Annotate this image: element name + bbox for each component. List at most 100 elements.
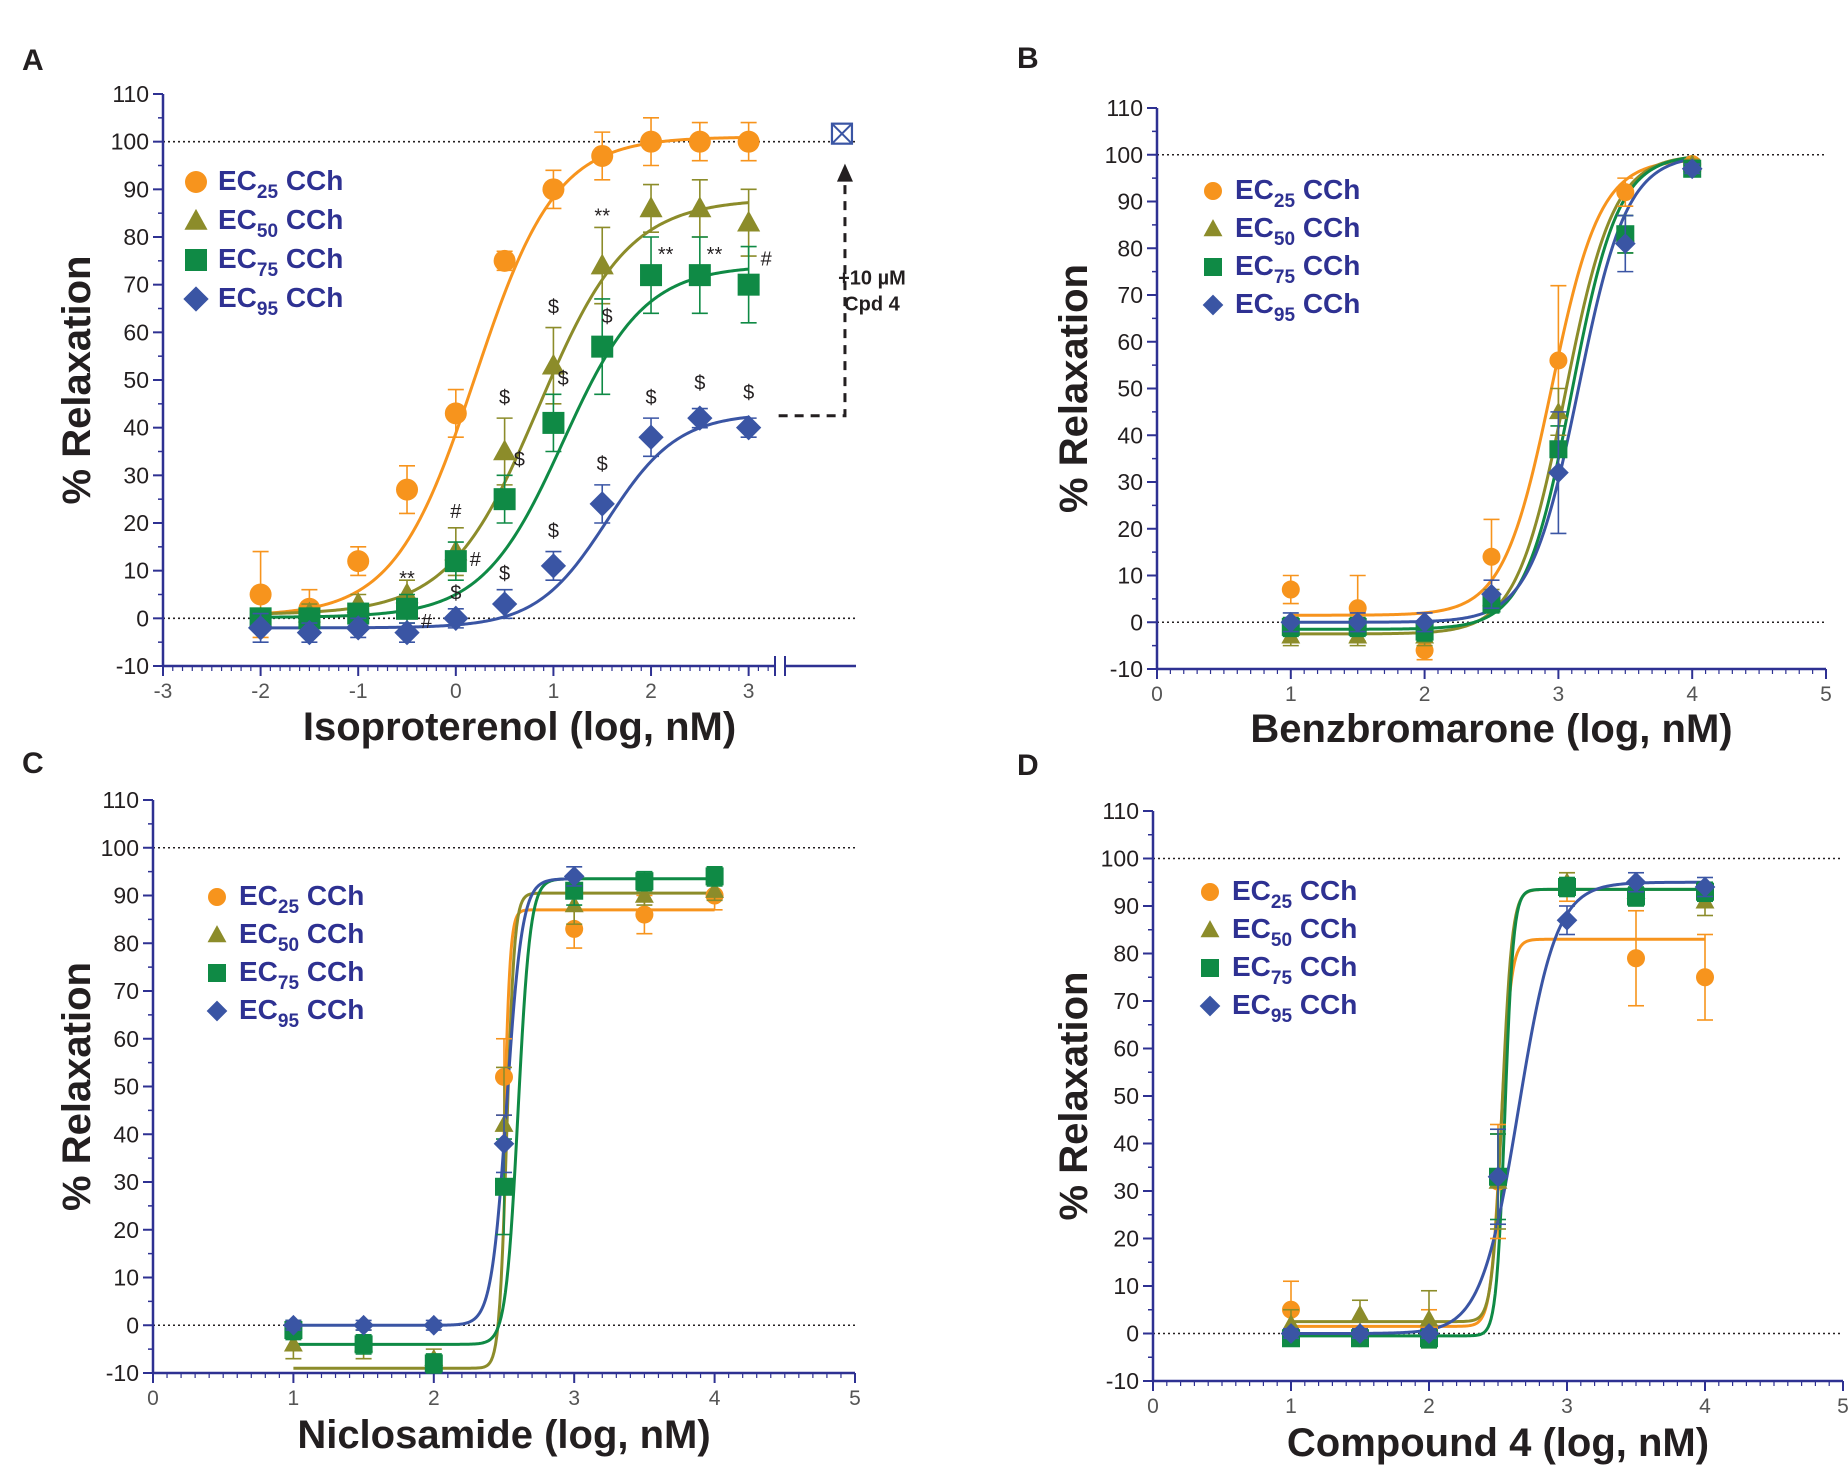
data-point-ec75	[444, 550, 467, 573]
series-ec25	[495, 880, 724, 1116]
data-point-ec95	[1548, 462, 1569, 483]
legend-label-ec95: EC95 CCh	[1235, 288, 1360, 326]
data-point-ec95	[638, 424, 664, 450]
arrow-label-line-2: Cpd 4	[844, 294, 900, 316]
significance-mark: #	[450, 501, 462, 523]
data-point-ec50	[283, 1334, 303, 1352]
y-tick-label: 110	[1106, 95, 1143, 121]
data-point-ec95	[1414, 611, 1435, 633]
legend-marker-ec50	[207, 925, 227, 943]
y-tick-label: 50	[1117, 376, 1143, 402]
legend-label-ec75: EC75 CCh	[218, 243, 343, 281]
data-point-ec50	[1281, 1314, 1301, 1332]
x-tick-label: -2	[251, 680, 270, 703]
data-point-ec95	[1681, 158, 1703, 180]
legend-marker-ec50	[184, 208, 208, 230]
data-point-ec25	[688, 130, 711, 153]
significance-mark: #	[761, 249, 773, 271]
panel-letter: A	[22, 44, 44, 77]
significance-mark: $	[499, 387, 510, 409]
y-tick-label: 80	[1117, 235, 1143, 261]
fit-curve-ec75	[260, 267, 749, 619]
data-point-ec95	[687, 405, 713, 431]
y-tick-label: 80	[1113, 941, 1139, 967]
series-ec95	[1280, 158, 1703, 633]
data-point-ec25	[1627, 949, 1645, 968]
data-point-ec95	[1614, 233, 1636, 254]
legend-marker-ec95	[206, 1000, 228, 1022]
y-tick-label: 70	[1117, 282, 1143, 308]
data-point-ec25	[1549, 351, 1568, 370]
significance-mark: $	[514, 449, 525, 471]
data-point-ec95	[353, 1314, 374, 1336]
y-tick-label: 0	[136, 605, 149, 631]
data-point-ec95	[443, 605, 469, 631]
x-tick-label: 4	[1686, 683, 1698, 706]
x-axis-title: Benzbromarone (log, nM)	[1250, 707, 1732, 751]
data-point-ec25	[737, 130, 760, 153]
data-point-ec95	[1694, 876, 1716, 898]
x-tick-label: 2	[645, 680, 657, 703]
data-point-ec95	[1625, 871, 1647, 893]
data-point-ec25	[591, 144, 614, 167]
y-tick-label: 50	[113, 1074, 139, 1100]
data-point-ec25	[1281, 580, 1300, 599]
legend-label-ec50: EC50 CCh	[218, 204, 343, 242]
x-tick-label: 2	[428, 1387, 440, 1410]
y-tick-label: 10	[123, 558, 149, 584]
data-point-ec75	[424, 1354, 443, 1373]
y-tick-label: -10	[106, 1360, 139, 1386]
legend-label-ec95: EC95 CCh	[218, 282, 343, 320]
legend-label-ec50: EC50 CCh	[1232, 913, 1357, 951]
data-point-ec75	[495, 1177, 513, 1196]
x-tick-label: 4	[709, 1387, 721, 1410]
data-point-ec50	[541, 353, 565, 375]
significance-mark: $	[548, 520, 559, 542]
y-tick-label: 90	[1117, 189, 1143, 215]
significance-mark: $	[499, 563, 510, 585]
arrow-line	[778, 183, 847, 418]
data-point-ec95	[735, 415, 762, 441]
data-point-ec75	[635, 872, 654, 891]
axes: -10 0 10 20 30 40 50 60 70 80 90 100 110 0 1 2 3 4 5	[1105, 95, 1832, 706]
data-point-ec95	[283, 1314, 304, 1336]
y-tick-label: 20	[1117, 516, 1143, 542]
y-tick-label: 60	[1113, 1036, 1139, 1062]
y-tick-label: -10	[116, 653, 149, 679]
y-tick-label: 10	[1113, 1273, 1139, 1299]
x-tick-label: 3	[568, 1387, 580, 1410]
data-point-ec75	[354, 1335, 373, 1354]
data-point-ec95	[1349, 1323, 1371, 1344]
x-tick-label: 1	[1285, 683, 1297, 706]
x-tick-label: 3	[1561, 1395, 1573, 1418]
x-tick-label: 3	[1553, 683, 1565, 706]
data-point-ec75	[542, 411, 565, 434]
legend-label-ec25: EC25 CCh	[239, 880, 364, 918]
axes: -10 0 10 20 30 40 50 60 70 80 90 100 110 0 1 2 3 4 5	[1101, 798, 1848, 1418]
x-tick-label: 5	[849, 1387, 861, 1410]
significance-mark: **	[658, 244, 674, 266]
x-tick-label: 4	[1699, 1395, 1711, 1418]
y-tick-label: 50	[123, 367, 149, 393]
y-tick-label: 20	[113, 1217, 139, 1243]
data-point-ec75	[705, 867, 724, 886]
y-tick-label: 10	[1117, 563, 1143, 589]
y-tick-label: 60	[113, 1026, 139, 1052]
data-point-ec25	[1616, 183, 1635, 202]
y-axis-title: % Relaxation	[55, 256, 99, 505]
y-tick-label: 20	[1113, 1226, 1139, 1252]
y-tick-label: 50	[1113, 1083, 1139, 1109]
legend-marker-ec75	[208, 964, 226, 982]
data-point-ec25	[640, 130, 663, 153]
significance-mark: $	[450, 582, 461, 604]
y-axis-title: % Relaxation	[1052, 972, 1096, 1221]
x-tick-label: 1	[1285, 1395, 1297, 1418]
y-tick-label: 100	[111, 129, 149, 155]
data-point-ec95	[1280, 611, 1302, 633]
y-tick-label: 110	[102, 787, 139, 813]
legend-marker-ec25	[1201, 883, 1219, 901]
x-tick-label: 0	[450, 680, 462, 703]
